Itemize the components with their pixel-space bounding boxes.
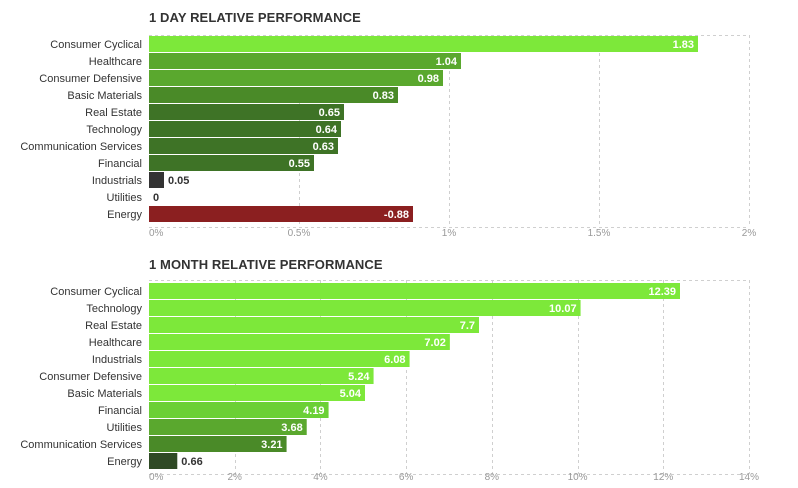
x-tick-label: 0% — [149, 228, 164, 239]
bar — [149, 53, 461, 69]
bar — [149, 317, 479, 333]
bar — [149, 172, 164, 188]
value-label: 0.63 — [313, 141, 334, 153]
category-label: Real Estate — [85, 107, 142, 119]
bar — [149, 283, 680, 299]
value-label: 0.98 — [418, 73, 439, 85]
category-label: Industrials — [92, 354, 143, 366]
x-tick-label: 10% — [568, 472, 588, 483]
bar — [149, 36, 698, 52]
category-label: Consumer Cyclical — [50, 286, 142, 298]
day-performance-chart: 0% 0.5% 1% 1.5% 2% Consumer Cyclical 1.83 Healt… — [20, 35, 757, 239]
value-label: 6.08 — [384, 354, 405, 366]
value-label: 7.02 — [424, 337, 445, 349]
category-label: Utilities — [107, 192, 143, 204]
value-label: 0.65 — [319, 107, 340, 119]
value-label: 10.07 — [549, 303, 577, 315]
category-label: Healthcare — [89, 337, 142, 349]
value-label: 4.19 — [303, 405, 324, 417]
value-label: 0.83 — [373, 90, 394, 102]
bar — [149, 104, 344, 120]
x-tick-label: 4% — [313, 472, 328, 483]
bar — [149, 87, 398, 103]
category-label: Financial — [98, 158, 142, 170]
category-label: Energy — [107, 456, 142, 468]
bar — [149, 206, 413, 222]
category-label: Real Estate — [85, 320, 142, 332]
category-label: Communication Services — [20, 439, 142, 451]
category-label: Healthcare — [89, 56, 142, 68]
category-label: Energy — [107, 209, 142, 221]
category-label: Financial — [98, 405, 142, 417]
value-label: 1.83 — [673, 39, 694, 51]
bar — [149, 402, 329, 418]
x-tick-label: 2% — [742, 228, 757, 239]
value-label: 1.04 — [436, 56, 458, 68]
bar — [149, 419, 307, 435]
bar — [149, 453, 178, 469]
value-label: 0.66 — [181, 456, 202, 468]
month-performance-title: 1 MONTH RELATIVE PERFORMANCE — [149, 257, 383, 272]
value-label: 5.24 — [348, 371, 370, 383]
bar — [149, 436, 287, 452]
x-tick-label: 12% — [653, 472, 673, 483]
category-label: Technology — [86, 303, 142, 315]
value-label: 7.7 — [460, 320, 475, 332]
category-label: Utilities — [107, 422, 143, 434]
x-tick-label: 6% — [399, 472, 414, 483]
value-label: 0.05 — [168, 175, 189, 187]
x-tick-label: 1% — [442, 228, 457, 239]
category-label: Consumer Defensive — [39, 73, 142, 85]
value-label: 0.55 — [289, 158, 310, 170]
x-tick-label: 0% — [149, 472, 164, 483]
value-label: 3.21 — [261, 439, 282, 451]
category-label: Consumer Cyclical — [50, 39, 142, 51]
category-label: Industrials — [92, 175, 143, 187]
category-label: Communication Services — [20, 141, 142, 153]
bar — [149, 368, 374, 384]
bar — [149, 300, 581, 316]
category-label: Consumer Defensive — [39, 371, 142, 383]
x-tick-label: 2% — [227, 472, 242, 483]
x-tick-label: 14% — [739, 472, 759, 483]
bar — [149, 385, 365, 401]
category-label: Basic Materials — [67, 388, 142, 400]
value-label: -0.88 — [384, 209, 409, 221]
x-tick-label: 8% — [485, 472, 500, 483]
value-label: 5.04 — [340, 388, 362, 400]
bar — [149, 351, 410, 367]
category-label: Technology — [86, 124, 142, 136]
value-label: 12.39 — [648, 286, 676, 298]
x-tick-label: 1.5% — [588, 228, 611, 239]
bar — [149, 155, 314, 171]
month-performance-chart: 0% 2% 4% 6% 8% 10% 12% 14% Consumer Cyclical 12.3… — [20, 280, 759, 483]
bar — [149, 121, 341, 137]
day-performance-title: 1 DAY RELATIVE PERFORMANCE — [149, 10, 361, 25]
value-label: 3.68 — [281, 422, 302, 434]
value-label: 0 — [153, 192, 159, 204]
bar — [149, 334, 450, 350]
x-tick-label: 0.5% — [288, 228, 311, 239]
value-label: 0.64 — [316, 124, 338, 136]
category-label: Basic Materials — [67, 90, 142, 102]
bar — [149, 138, 338, 154]
bar — [149, 70, 443, 86]
